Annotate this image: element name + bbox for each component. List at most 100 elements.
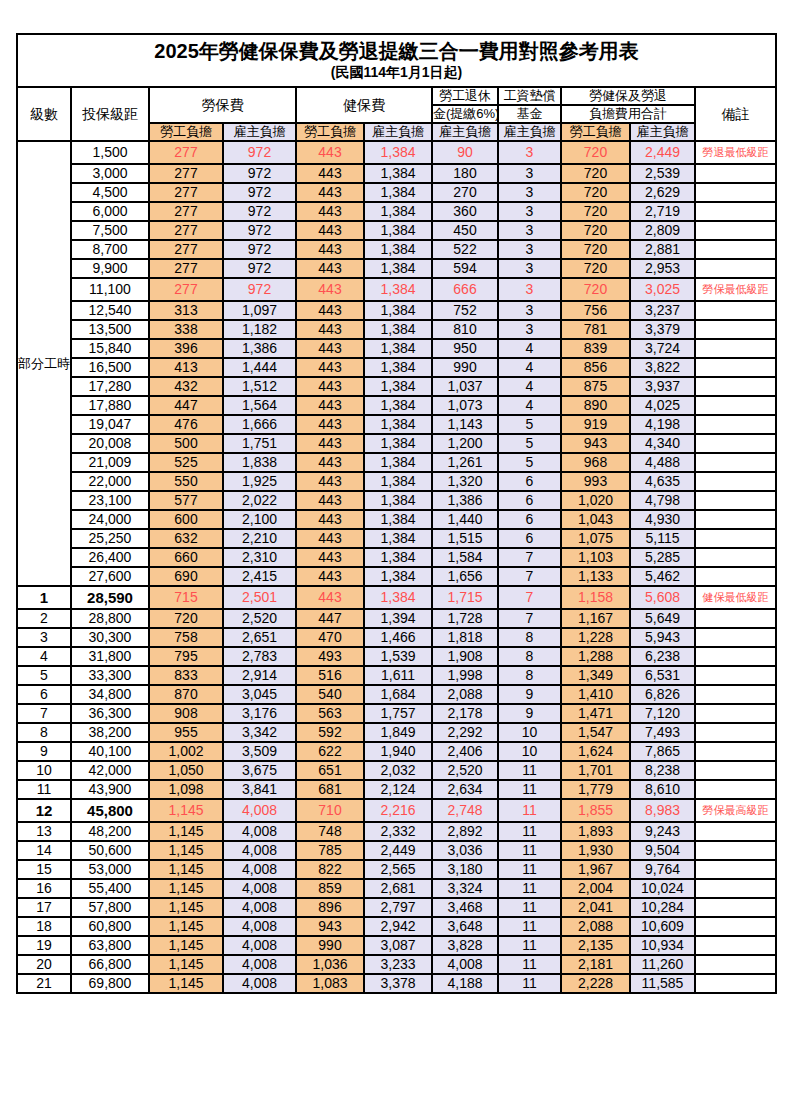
cell-pension-employer: 270 (432, 183, 498, 202)
table-row: 16,5004131,4444431,38499048563,822 (17, 358, 776, 377)
cell-pension-employer: 810 (432, 320, 498, 339)
table-row: 1143,9001,0983,8416812,1242,634111,7798,… (17, 780, 776, 799)
cell-labor-employer: 4,008 (223, 936, 296, 955)
cell-total-employee: 1,547 (561, 723, 630, 742)
table-row: 1963,8001,1454,0089903,0873,828112,13510… (17, 936, 776, 955)
cell-health-employee: 651 (296, 761, 364, 780)
cell-wage-fund-employer: 10 (498, 723, 561, 742)
cell-bracket: 28,800 (71, 609, 149, 628)
cell-total-employer: 9,243 (630, 822, 695, 841)
cell-wage-fund-employer: 11 (498, 761, 561, 780)
cell-remark: 勞保最高級距 (695, 799, 776, 822)
cell-labor-employee: 1,145 (149, 898, 223, 917)
cell-bracket: 4,500 (71, 183, 149, 202)
cell-pension-employer: 3,036 (432, 841, 498, 860)
cell-remark (695, 453, 776, 472)
page-subtitle: (民國114年1月1日起) (18, 65, 775, 80)
cell-total-employer: 4,798 (630, 491, 695, 510)
table-row: 26,4006602,3104431,3841,58471,1035,285 (17, 548, 776, 567)
cell-health-employee: 1,036 (296, 955, 364, 974)
fee-reference-table: 2025年勞健保保費及勞退提繳三合一費用對照參考用表 (民國114年1月1日起)… (16, 33, 777, 994)
cell-health-employee: 785 (296, 841, 364, 860)
cell-remark (695, 259, 776, 278)
cell-labor-employer: 2,501 (223, 586, 296, 609)
cell-wage-fund-employer: 11 (498, 841, 561, 860)
cell-health-employer: 1,384 (364, 586, 432, 609)
cell-health-employer: 2,565 (364, 860, 432, 879)
cell-labor-employer: 3,675 (223, 761, 296, 780)
cell-remark (695, 415, 776, 434)
cell-total-employer: 7,865 (630, 742, 695, 761)
cell-health-employee: 443 (296, 567, 364, 586)
cell-health-employer: 1,384 (364, 510, 432, 529)
cell-labor-employee: 833 (149, 666, 223, 685)
cell-health-employer: 2,332 (364, 822, 432, 841)
cell-remark (695, 221, 776, 240)
cell-total-employee: 2,228 (561, 974, 630, 993)
cell-labor-employer: 1,097 (223, 301, 296, 320)
cell-pension-employer: 1,908 (432, 647, 498, 666)
cell-health-employee: 443 (296, 202, 364, 221)
cell-total-employee: 1,779 (561, 780, 630, 799)
cell-labor-employer: 972 (223, 164, 296, 183)
cell-labor-employer: 4,008 (223, 898, 296, 917)
cell-health-employer: 1,384 (364, 358, 432, 377)
cell-labor-employee: 715 (149, 586, 223, 609)
cell-health-employee: 443 (296, 358, 364, 377)
cell-health-employer: 3,087 (364, 936, 432, 955)
table-row: 6,0002779724431,38436037202,719 (17, 202, 776, 221)
cell-remark (695, 491, 776, 510)
cell-wage-fund-employer: 4 (498, 396, 561, 415)
cell-labor-employer: 1,182 (223, 320, 296, 339)
cell-health-employer: 2,449 (364, 841, 432, 860)
cell-labor-employee: 1,145 (149, 860, 223, 879)
cell-wage-fund-employer: 6 (498, 472, 561, 491)
cell-labor-employer: 2,310 (223, 548, 296, 567)
cell-total-employer: 5,285 (630, 548, 695, 567)
cell-health-employer: 1,384 (364, 259, 432, 278)
cell-bracket: 34,800 (71, 685, 149, 704)
cell-bracket: 13,500 (71, 320, 149, 339)
cell-level: 3 (17, 628, 71, 647)
cell-total-employee: 720 (561, 183, 630, 202)
cell-total-employer: 2,629 (630, 183, 695, 202)
subheader-pension-employer: 雇主負擔 (432, 123, 498, 141)
cell-wage-fund-employer: 5 (498, 415, 561, 434)
cell-total-employee: 1,471 (561, 704, 630, 723)
cell-total-employer: 8,610 (630, 780, 695, 799)
cell-labor-employer: 1,386 (223, 339, 296, 358)
cell-health-employer: 1,384 (364, 202, 432, 221)
cell-total-employee: 890 (561, 396, 630, 415)
table-row: 2169,8001,1454,0081,0833,3784,188112,228… (17, 974, 776, 993)
cell-wage-fund-employer: 3 (498, 221, 561, 240)
cell-health-employee: 710 (296, 799, 364, 822)
cell-labor-employee: 500 (149, 434, 223, 453)
cell-health-employer: 2,942 (364, 917, 432, 936)
cell-labor-employer: 2,914 (223, 666, 296, 685)
cell-pension-employer: 2,748 (432, 799, 498, 822)
cell-total-employee: 2,088 (561, 917, 630, 936)
table-row: 1348,2001,1454,0087482,3322,892111,8939,… (17, 822, 776, 841)
cell-pension-employer: 3,828 (432, 936, 498, 955)
cell-total-employee: 1,043 (561, 510, 630, 529)
cell-labor-employee: 277 (149, 183, 223, 202)
cell-health-employer: 1,684 (364, 685, 432, 704)
cell-total-employer: 4,930 (630, 510, 695, 529)
cell-wage-fund-employer: 11 (498, 898, 561, 917)
cell-wage-fund-employer: 5 (498, 453, 561, 472)
cell-wage-fund-employer: 8 (498, 647, 561, 666)
cell-total-employee: 720 (561, 259, 630, 278)
cell-health-employee: 859 (296, 879, 364, 898)
cell-level: 13 (17, 822, 71, 841)
cell-wage-fund-employer: 11 (498, 936, 561, 955)
cell-wage-fund-employer: 3 (498, 183, 561, 202)
cell-pension-employer: 4,188 (432, 974, 498, 993)
cell-health-employer: 1,384 (364, 548, 432, 567)
cell-labor-employee: 1,098 (149, 780, 223, 799)
cell-total-employer: 6,238 (630, 647, 695, 666)
cell-labor-employee: 632 (149, 529, 223, 548)
cell-total-employee: 720 (561, 221, 630, 240)
table-row: 940,1001,0023,5096221,9402,406101,6247,8… (17, 742, 776, 761)
table-row: 736,3009083,1765631,7572,17891,4717,120 (17, 704, 776, 723)
cell-level: 12 (17, 799, 71, 822)
